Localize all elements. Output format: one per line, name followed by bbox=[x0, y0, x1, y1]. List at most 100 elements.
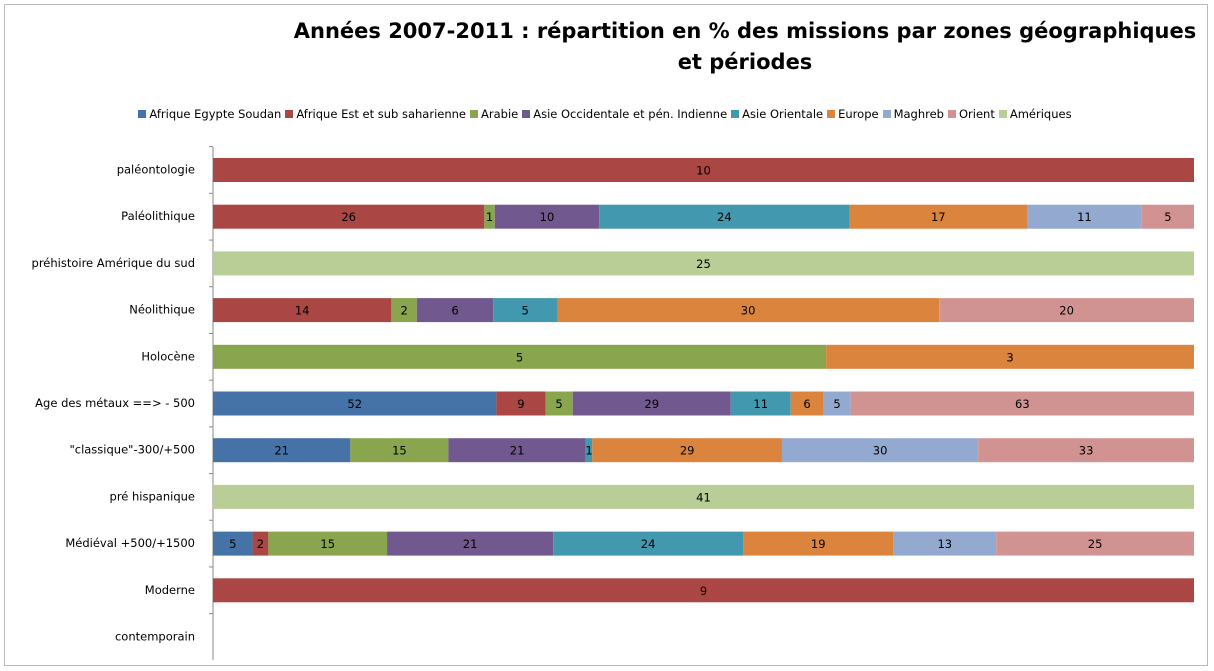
bar-segment bbox=[1141, 204, 1194, 229]
bar-segment bbox=[387, 531, 554, 556]
bar-segment bbox=[572, 391, 731, 416]
data-label: 3 bbox=[1006, 350, 1013, 364]
bar-segment bbox=[826, 344, 1194, 369]
bar-segment bbox=[213, 204, 485, 229]
data-label: 15 bbox=[392, 444, 407, 458]
bar-segment bbox=[592, 438, 782, 463]
data-label: 17 bbox=[931, 210, 946, 224]
bar-segment bbox=[850, 391, 1194, 416]
data-label: 29 bbox=[680, 444, 695, 458]
data-label: 63 bbox=[1015, 397, 1030, 411]
legend-swatch bbox=[470, 110, 478, 118]
legend-item: Asie Occidentale et pén. Indienne bbox=[522, 107, 727, 121]
bar-segment bbox=[213, 578, 1194, 603]
legend-item: Maghreb bbox=[882, 107, 944, 121]
bar-segment bbox=[893, 531, 997, 556]
data-label: 14 bbox=[295, 304, 310, 318]
y-tick-label: Holocène bbox=[141, 349, 195, 363]
y-tick-label: pré hispanique bbox=[110, 489, 195, 503]
legend-label: Asie Occidentale et pén. Indienne bbox=[533, 107, 728, 121]
bar-segment bbox=[213, 531, 253, 556]
data-label: 29 bbox=[644, 397, 659, 411]
data-label: 1 bbox=[585, 444, 592, 458]
legend-swatch bbox=[138, 110, 147, 118]
legend-label: Afrique Egypte Soudan bbox=[149, 107, 282, 121]
data-label: 21 bbox=[510, 444, 525, 458]
bar-segment bbox=[545, 391, 573, 416]
bar-segment bbox=[1027, 204, 1142, 229]
bar-segment bbox=[213, 251, 1194, 276]
data-label: 33 bbox=[1079, 444, 1094, 458]
bar-segment bbox=[494, 204, 600, 229]
y-tick-label: Paléolithique bbox=[121, 209, 195, 223]
legend-item: Amériques bbox=[998, 107, 1072, 121]
data-label: 1 bbox=[486, 210, 493, 224]
data-label: 2 bbox=[400, 304, 407, 318]
bar-segment bbox=[599, 204, 850, 229]
bar-segment bbox=[823, 391, 851, 416]
bar-segment bbox=[939, 298, 1194, 323]
data-label: 5 bbox=[1164, 210, 1171, 224]
data-label: 15 bbox=[320, 537, 335, 551]
legend-swatch bbox=[827, 110, 836, 118]
bar-segment bbox=[350, 438, 449, 463]
bar-segment bbox=[213, 391, 497, 416]
bar-segment bbox=[213, 484, 1194, 509]
bar-segment bbox=[213, 344, 827, 369]
legend-label: Amériques bbox=[1009, 107, 1072, 121]
data-label: 19 bbox=[811, 537, 826, 551]
bar-segment bbox=[849, 204, 1028, 229]
data-label: 5 bbox=[555, 397, 562, 411]
data-label: 30 bbox=[873, 444, 888, 458]
bar-segment bbox=[493, 298, 557, 323]
bar-segment bbox=[484, 204, 495, 229]
y-tick-label: Néolithique bbox=[129, 303, 195, 317]
bar-segment bbox=[743, 531, 894, 556]
data-label: 10 bbox=[540, 210, 555, 224]
y-tick-label: paléontologie bbox=[117, 163, 195, 177]
bar-segment bbox=[252, 531, 269, 556]
data-label: 21 bbox=[463, 537, 478, 551]
bar-segment bbox=[790, 391, 824, 416]
legend-label: Asie Orientale bbox=[742, 107, 824, 121]
data-label: 26 bbox=[341, 210, 356, 224]
data-label: 5 bbox=[833, 397, 840, 411]
legend-swatch bbox=[285, 110, 294, 118]
bar-segment bbox=[996, 531, 1194, 556]
bar-segment bbox=[213, 158, 1194, 182]
legend-swatch bbox=[882, 110, 891, 118]
legend-item: Europe bbox=[827, 107, 879, 121]
data-label: 6 bbox=[451, 304, 458, 318]
legend-label: Arabie bbox=[481, 107, 519, 121]
data-label: 20 bbox=[1059, 304, 1074, 318]
legend-item: Asie Orientale bbox=[731, 107, 823, 121]
bar-segment bbox=[730, 391, 791, 416]
bar-segment bbox=[585, 438, 593, 463]
y-tick-label: contemporain bbox=[115, 630, 195, 644]
data-label: 13 bbox=[937, 537, 952, 551]
legend-label: Orient bbox=[959, 107, 995, 121]
bar-segment bbox=[213, 298, 392, 323]
bar-segment bbox=[268, 531, 388, 556]
y-tick-label: Age des métaux ==> - 500 bbox=[35, 396, 195, 410]
legend-item: Afrique Est et sub saharienne bbox=[285, 107, 466, 121]
legend-swatch bbox=[522, 110, 531, 118]
legend-swatch bbox=[948, 110, 956, 118]
data-label: 10 bbox=[696, 164, 711, 178]
data-label: 21 bbox=[274, 444, 289, 458]
y-tick-label: Médiéval +500/+1500 bbox=[65, 536, 195, 550]
data-label: 2 bbox=[257, 537, 264, 551]
bar-segment bbox=[448, 438, 586, 463]
data-label: 5 bbox=[521, 304, 528, 318]
bar-segment bbox=[553, 531, 744, 556]
legend-label: Maghreb bbox=[893, 107, 944, 121]
legend-swatch bbox=[731, 110, 740, 118]
data-label: 41 bbox=[696, 490, 711, 504]
data-label: 11 bbox=[1077, 210, 1092, 224]
legend-item: Orient bbox=[948, 107, 995, 121]
y-tick-label: préhistoire Amérique du sud bbox=[32, 256, 195, 270]
chart-title: Années 2007-2011 : répartition en % des … bbox=[293, 19, 1197, 74]
data-label: 24 bbox=[641, 537, 656, 551]
bar-segment bbox=[781, 438, 979, 463]
